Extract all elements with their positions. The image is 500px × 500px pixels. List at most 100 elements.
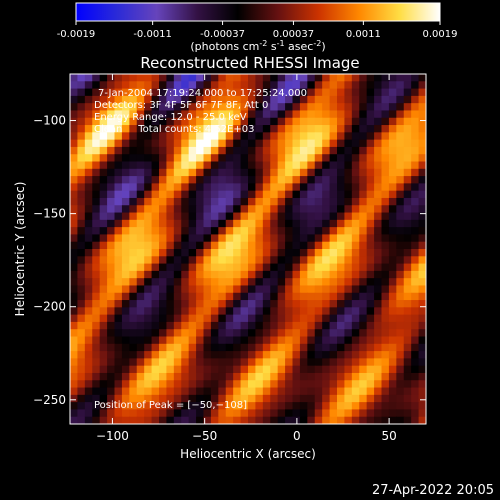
heatmap-pixel <box>329 212 338 221</box>
heatmap-pixel <box>203 343 212 352</box>
heatmap-pixel <box>366 212 375 221</box>
heatmap-pixel <box>181 219 190 228</box>
heatmap-pixel <box>196 168 205 177</box>
heatmap-pixel <box>255 365 264 374</box>
heatmap-pixel <box>403 263 412 272</box>
heatmap-pixel <box>292 176 301 184</box>
heatmap-pixel <box>277 110 286 119</box>
heatmap-pixel <box>173 205 182 214</box>
heatmap-pixel <box>99 307 108 316</box>
heatmap-pixel <box>84 358 93 367</box>
heatmap-pixel <box>151 154 160 163</box>
heatmap-pixel <box>99 110 108 119</box>
heatmap-pixel <box>181 300 190 308</box>
heatmap-pixel <box>418 314 426 323</box>
heatmap-pixel <box>314 190 323 199</box>
heatmap-pixel <box>285 300 294 308</box>
heatmap-pixel <box>136 234 145 243</box>
heatmap-pixel <box>292 88 301 97</box>
heatmap-pixel <box>262 278 271 287</box>
heatmap-pixel <box>99 351 108 359</box>
heatmap-pixel <box>210 300 219 308</box>
heatmap-pixel <box>107 161 116 170</box>
heatmap-pixel <box>181 197 190 206</box>
heatmap-pixel <box>129 176 138 184</box>
heatmap-pixel <box>159 394 168 403</box>
heatmap-pixel <box>344 409 353 418</box>
heatmap-pixel <box>196 343 205 352</box>
heatmap-pixel <box>70 270 79 279</box>
heatmap-pixel <box>248 380 257 389</box>
heatmap-pixel <box>70 241 79 250</box>
heatmap-pixel <box>366 416 375 424</box>
heatmap-pixel <box>248 307 257 316</box>
heatmap-pixel <box>218 110 227 119</box>
heatmap-pixel <box>299 219 308 228</box>
heatmap-pixel <box>173 132 182 141</box>
heatmap-pixel <box>225 139 234 148</box>
heatmap-pixel <box>337 343 346 352</box>
heatmap-pixel <box>411 343 420 352</box>
heatmap-pixel <box>366 205 375 214</box>
heatmap-pixel <box>136 387 145 396</box>
heatmap-pixel <box>418 336 426 345</box>
heatmap-pixel <box>381 103 390 112</box>
heatmap-pixel <box>307 358 316 367</box>
heatmap-pixel <box>337 74 346 82</box>
heatmap-pixel <box>159 74 168 82</box>
heatmap-pixel <box>218 336 227 345</box>
heatmap-pixel <box>262 394 271 403</box>
heatmap-pixel <box>262 256 271 265</box>
heatmap-pixel <box>396 380 405 389</box>
heatmap-pixel <box>121 103 130 112</box>
heatmap-pixel <box>107 110 116 119</box>
heatmap-pixel <box>173 95 182 104</box>
heatmap-pixel <box>210 416 219 424</box>
heatmap-pixel <box>307 336 316 345</box>
heatmap-pixel <box>144 329 153 338</box>
heatmap-pixel <box>129 292 138 301</box>
heatmap-pixel <box>396 95 405 104</box>
heatmap-pixel <box>70 409 79 418</box>
heatmap-pixel <box>381 212 390 221</box>
heatmap-pixel <box>277 161 286 170</box>
heatmap-pixel <box>121 249 130 257</box>
heatmap-pixel <box>181 416 190 424</box>
heatmap-pixel <box>151 321 160 330</box>
heatmap-pixel <box>322 168 331 177</box>
heatmap-pixel <box>329 154 338 163</box>
heatmap-pixel <box>203 110 212 119</box>
heatmap-pixel <box>322 329 331 338</box>
heatmap-pixel <box>92 278 101 287</box>
heatmap-pixel <box>351 176 360 184</box>
heatmap-pixel <box>240 336 249 345</box>
heatmap-pixel <box>166 278 175 287</box>
heatmap-pixel <box>359 117 368 126</box>
heatmap-pixel <box>285 95 294 104</box>
heatmap-pixel <box>359 205 368 214</box>
heatmap-pixel <box>248 270 257 279</box>
heatmap-pixel <box>181 263 190 272</box>
heatmap-pixel <box>144 292 153 301</box>
heatmap-pixel <box>344 292 353 301</box>
heatmap-pixel <box>255 197 264 206</box>
heatmap-pixel <box>418 95 426 104</box>
heatmap-pixel <box>388 139 397 148</box>
heatmap-pixel <box>233 249 242 257</box>
heatmap-pixel <box>188 234 197 243</box>
heatmap-pixel <box>233 314 242 323</box>
heatmap-pixel <box>248 197 257 206</box>
heatmap-pixel <box>144 190 153 199</box>
heatmap-pixel <box>107 351 116 359</box>
heatmap-pixel <box>359 139 368 148</box>
heatmap-pixel <box>411 219 420 228</box>
heatmap-pixel <box>210 227 219 236</box>
heatmap-pixel <box>240 176 249 184</box>
heatmap-pixel <box>210 358 219 367</box>
heatmap-pixel <box>188 110 197 119</box>
heatmap-pixel <box>173 103 182 112</box>
heatmap-pixel <box>396 343 405 352</box>
heatmap-pixel <box>84 307 93 316</box>
heatmap-pixel <box>114 103 123 112</box>
heatmap-pixel <box>388 154 397 163</box>
